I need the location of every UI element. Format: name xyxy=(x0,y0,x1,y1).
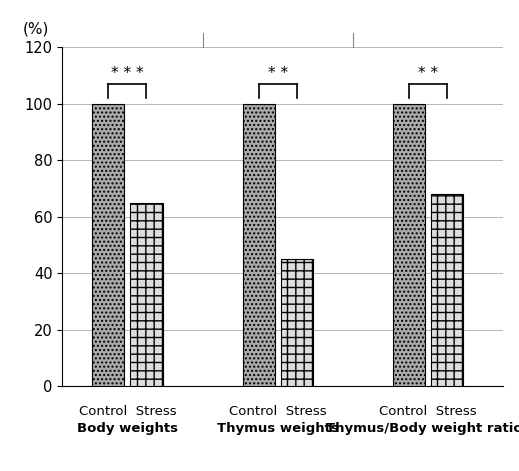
Bar xyxy=(92,104,125,386)
Bar xyxy=(243,104,275,386)
Bar xyxy=(281,259,313,386)
Text: Control  Stress: Control Stress xyxy=(79,405,176,418)
Text: Thymus/Body weight ratios: Thymus/Body weight ratios xyxy=(326,422,519,435)
Text: * *: * * xyxy=(268,66,288,81)
Bar xyxy=(431,194,463,386)
Text: * *: * * xyxy=(418,66,439,81)
Text: Body weights: Body weights xyxy=(77,422,178,435)
Text: * * *: * * * xyxy=(111,66,144,81)
Text: (%): (%) xyxy=(23,22,49,37)
Text: Control  Stress: Control Stress xyxy=(379,405,477,418)
Text: Thymus weights: Thymus weights xyxy=(217,422,339,435)
Bar xyxy=(393,104,425,386)
Bar xyxy=(130,203,162,386)
Text: Control  Stress: Control Stress xyxy=(229,405,326,418)
